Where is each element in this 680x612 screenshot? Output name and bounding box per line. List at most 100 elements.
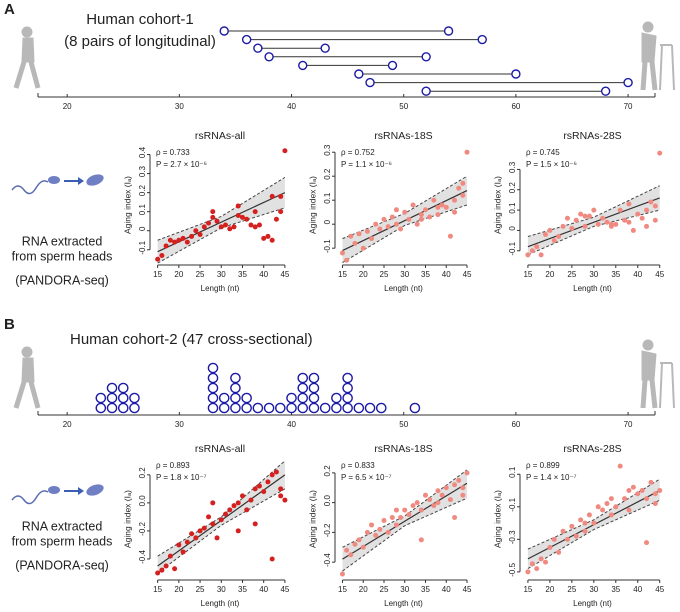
point	[652, 217, 658, 223]
dot-stack	[353, 402, 365, 414]
confidence-band	[527, 185, 660, 255]
band-lower	[527, 499, 660, 570]
dot	[241, 392, 252, 404]
point	[339, 250, 345, 256]
point	[369, 522, 375, 528]
y-tick-label: -0.1	[508, 241, 517, 255]
x-tick-label: 30	[217, 270, 226, 279]
p-label: P = 2.7 × 10⁻⁶	[156, 160, 207, 169]
x-tick-label: 15	[523, 270, 532, 279]
point	[452, 209, 458, 215]
p-label: P = 1.1 × 10⁻⁶	[341, 160, 392, 169]
point	[564, 536, 570, 542]
point	[600, 215, 606, 221]
dot	[117, 382, 129, 394]
point	[460, 485, 466, 491]
point	[256, 483, 262, 489]
p-label: P = 1.8 × 10⁻⁷	[156, 473, 207, 482]
dot-stack	[207, 362, 219, 414]
side-text: RNA extracted	[22, 519, 103, 533]
point	[248, 222, 254, 228]
point	[604, 219, 610, 225]
x-tick-label: 30	[400, 585, 409, 594]
x-axis-label: Length (nt)	[201, 284, 240, 293]
y-tick-label: 0.2	[508, 182, 517, 194]
dot	[375, 402, 387, 414]
point	[622, 496, 628, 502]
point	[193, 535, 199, 541]
elderly-walker-icon	[640, 339, 675, 409]
rho-label: ρ = 0.899	[526, 461, 560, 470]
dot	[331, 402, 342, 414]
point	[189, 531, 195, 537]
elderly-walker-icon	[640, 21, 675, 91]
y-tick-label: 0.1	[508, 202, 517, 214]
point	[172, 566, 178, 572]
point	[644, 207, 650, 213]
x-tick-label: 20	[174, 270, 183, 279]
point	[529, 248, 535, 254]
point	[622, 217, 628, 223]
y-tick-label: -0.2	[138, 521, 147, 535]
point	[560, 528, 566, 534]
point	[197, 232, 203, 238]
point	[591, 207, 597, 213]
point	[529, 561, 535, 567]
point	[261, 489, 267, 495]
point	[356, 231, 362, 237]
panel-label: A	[4, 1, 15, 18]
point	[239, 493, 245, 499]
point	[427, 214, 433, 220]
point	[269, 237, 275, 243]
x-tick-label: 35	[421, 585, 430, 594]
point	[586, 512, 592, 518]
point	[460, 192, 466, 198]
y-tick-label: 0.3	[508, 161, 517, 173]
dot-stack	[117, 382, 129, 414]
y-axis-label: Aging index (Iₐ)	[122, 176, 132, 234]
x-tick-label: 45	[280, 585, 289, 594]
point	[339, 571, 345, 577]
end-dot	[511, 69, 521, 79]
point	[381, 216, 387, 222]
point	[269, 556, 275, 562]
dot	[308, 402, 320, 414]
point	[184, 539, 190, 545]
x-tick-label: 25	[196, 270, 205, 279]
y-tick-label: 0.0	[138, 495, 147, 507]
dot-stack	[263, 402, 275, 414]
x-axis-label: Length (nt)	[384, 284, 423, 293]
y-axis-label: Aging index (Iₐ)	[307, 490, 317, 548]
point	[582, 520, 588, 526]
point	[439, 202, 445, 208]
rho-label: ρ = 0.833	[341, 461, 375, 470]
point	[393, 207, 399, 213]
point	[269, 472, 275, 478]
point	[252, 521, 258, 527]
point	[393, 522, 399, 528]
dot	[106, 392, 118, 404]
x-tick-label: 20	[63, 420, 72, 429]
x-tick-label: 20	[359, 270, 368, 279]
y-tick-label: -0.5	[508, 562, 517, 576]
point	[398, 515, 404, 521]
point	[235, 212, 241, 218]
y-tick-label: -0.2	[323, 523, 332, 537]
dot	[230, 382, 241, 394]
dot-stack	[375, 402, 387, 414]
point	[652, 491, 658, 497]
dot-stack	[218, 392, 230, 414]
y-tick-label: 0.3	[138, 165, 147, 177]
point	[556, 549, 562, 555]
point	[613, 504, 619, 510]
point	[423, 492, 429, 498]
point	[231, 503, 237, 509]
point	[167, 237, 173, 243]
x-tick-label: 20	[63, 102, 72, 111]
plot-title: rsRNAs-all	[195, 443, 245, 455]
band-upper	[527, 478, 660, 550]
point	[389, 515, 395, 521]
x-tick-label: 30	[217, 585, 226, 594]
point	[265, 479, 271, 485]
dot	[252, 402, 264, 414]
